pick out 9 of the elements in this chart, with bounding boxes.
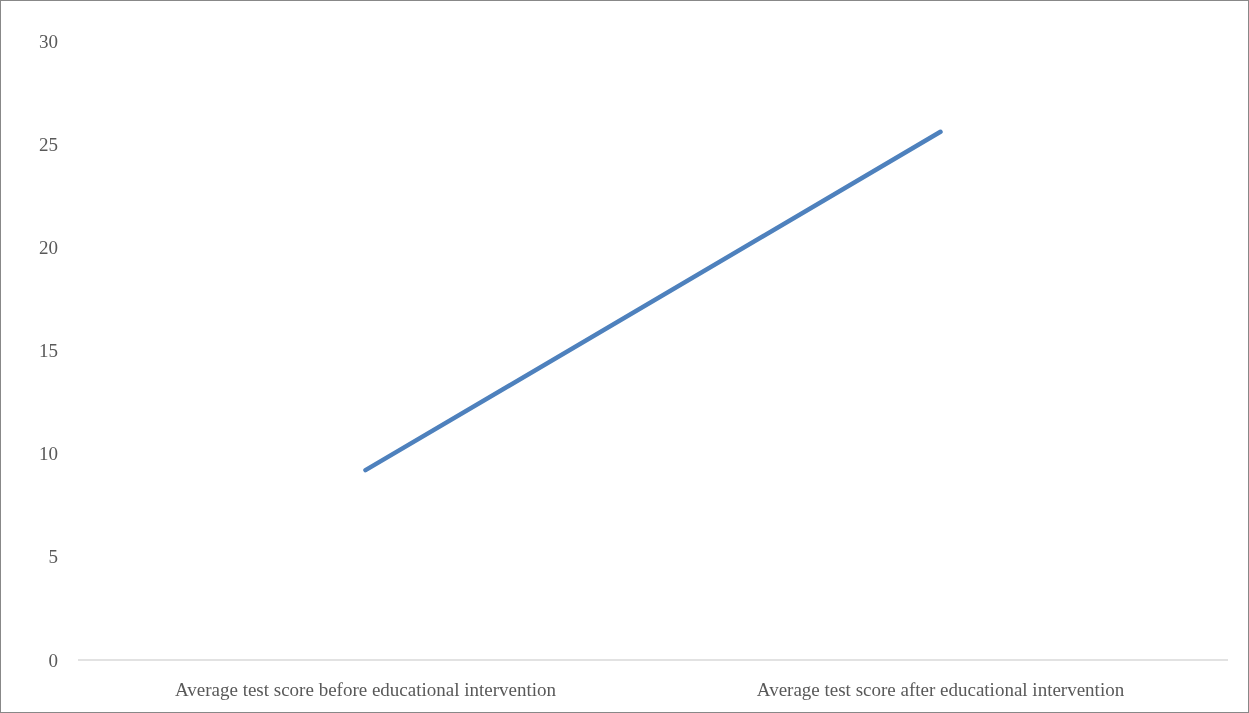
y-tick-label: 10 <box>39 443 58 465</box>
y-tick-label: 15 <box>39 340 58 362</box>
y-tick-label: 20 <box>39 236 58 258</box>
x-tick-label: Average test score before educational intervention <box>174 679 557 700</box>
y-tick-label: 25 <box>39 133 58 155</box>
y-tick-label: 5 <box>48 546 58 568</box>
y-tick-label: 30 <box>39 30 58 52</box>
y-tick-label: 0 <box>48 649 58 671</box>
x-tick-label: Average test score after educational intervention <box>756 679 1125 700</box>
